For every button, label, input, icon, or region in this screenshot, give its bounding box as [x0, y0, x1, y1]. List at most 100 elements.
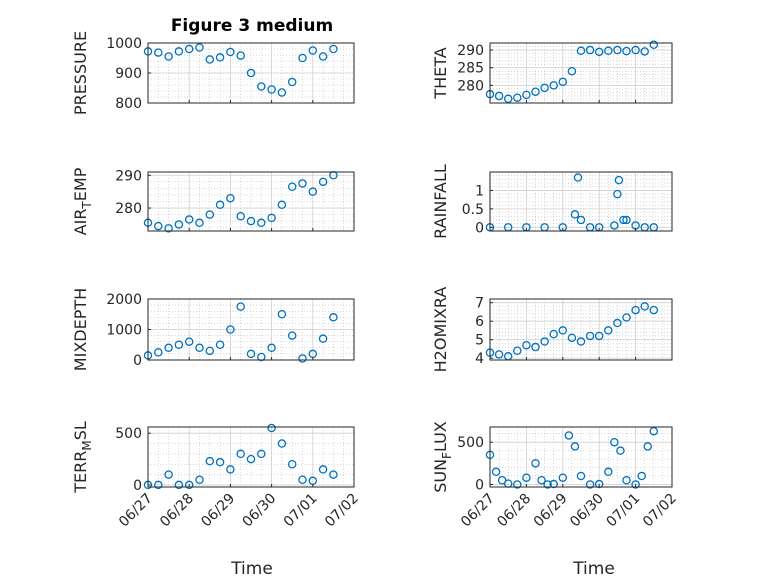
y-tick-label: 2000 — [106, 292, 142, 308]
x-tick-label: 06/30 — [567, 491, 607, 531]
data-point — [174, 47, 184, 56]
y-axis-label-main: TERR — [71, 451, 90, 494]
data-point — [622, 215, 631, 225]
data-point — [308, 187, 318, 196]
data-point — [494, 91, 504, 101]
x-tick-label: 06/28 — [494, 491, 534, 531]
data-point — [604, 467, 613, 477]
data-point — [576, 337, 586, 346]
data-point — [205, 456, 215, 466]
x-tick-label: 06/29 — [531, 491, 571, 531]
data-point — [570, 210, 580, 219]
y-tick-label: 0.5 — [462, 202, 484, 218]
data-point — [174, 480, 184, 490]
data-point — [594, 47, 604, 57]
data-point — [298, 179, 307, 188]
data-point — [154, 348, 163, 357]
data-point — [257, 218, 266, 228]
y-axis-label-main: AIR — [71, 209, 90, 236]
data-point — [267, 213, 276, 223]
axes-box — [147, 426, 355, 488]
x-axis-label-right: Time — [572, 559, 615, 579]
data-point — [184, 215, 194, 224]
y-tick-label: 900 — [115, 66, 142, 82]
data-point — [215, 53, 225, 62]
y-axis-label: AIRTEMP — [71, 167, 94, 235]
data-point — [558, 77, 568, 87]
data-point — [594, 479, 604, 489]
y-axis-label-subscript: F — [440, 452, 454, 459]
data-point — [287, 182, 297, 191]
data-point — [622, 313, 631, 322]
y-tick-label: 290 — [115, 168, 142, 184]
data-point — [298, 354, 307, 363]
x-tick-label: 06/30 — [240, 491, 280, 531]
y-axis-label: RAINFALL — [431, 164, 450, 239]
data-point — [531, 459, 540, 468]
y-tick-label: 0 — [133, 478, 142, 494]
data-point — [184, 44, 194, 54]
data-point — [616, 446, 625, 455]
data-point — [549, 81, 558, 90]
data-point — [513, 346, 522, 356]
data-point — [267, 85, 276, 94]
data-point — [205, 210, 215, 219]
data-point — [226, 47, 235, 57]
data-point — [287, 331, 297, 340]
data-point — [522, 473, 531, 482]
y-axis-label: MIXDEPTH — [71, 288, 90, 371]
data-point — [195, 475, 204, 485]
data-point — [164, 224, 173, 233]
y-tick-label: 280 — [115, 201, 142, 217]
data-point — [585, 331, 595, 341]
data-point — [643, 442, 652, 451]
data-point — [308, 46, 318, 55]
data-point — [573, 173, 583, 182]
data-point — [619, 215, 628, 225]
y-tick-label: 500 — [457, 435, 484, 451]
y-tick-label: 290 — [457, 43, 484, 59]
data-point — [215, 200, 225, 210]
data-point — [226, 193, 235, 203]
axes-box — [489, 426, 673, 488]
data-point — [215, 340, 225, 349]
data-point — [164, 52, 173, 61]
data-point — [570, 442, 580, 451]
x-tick-label: 07/01 — [281, 491, 321, 531]
data-point — [257, 352, 266, 362]
data-point — [174, 340, 184, 349]
data-point — [531, 87, 540, 96]
y-axis-label-main: PRESSURE — [71, 31, 90, 115]
data-point — [267, 423, 276, 433]
data-point — [585, 480, 595, 489]
data-point — [277, 88, 287, 97]
data-point — [540, 337, 549, 346]
axes-box — [147, 171, 355, 232]
y-tick-label: 6 — [475, 314, 484, 330]
data-point — [549, 479, 558, 489]
y-axis-label: THETA — [431, 47, 450, 99]
data-point — [329, 44, 338, 54]
y-tick-label: 280 — [457, 78, 484, 94]
data-point — [531, 342, 540, 352]
axes-box — [489, 171, 673, 232]
data-point — [154, 48, 163, 57]
data-point — [558, 326, 568, 335]
data-point — [205, 346, 215, 356]
subplot-pressure: 800 900 1000 PRESSURE — [71, 31, 355, 115]
subplot-mixdepth: 0 1000 2000 MIXDEPTH — [71, 288, 355, 371]
data-point — [184, 480, 194, 490]
data-point — [257, 449, 266, 459]
data-point — [287, 77, 297, 87]
data-point — [318, 465, 328, 474]
data-point — [491, 467, 501, 477]
y-tick-label: 1000 — [106, 323, 142, 339]
data-point — [540, 83, 549, 93]
data-point — [558, 473, 568, 482]
data-point — [631, 480, 640, 489]
data-point — [543, 480, 552, 489]
data-point — [604, 46, 613, 56]
